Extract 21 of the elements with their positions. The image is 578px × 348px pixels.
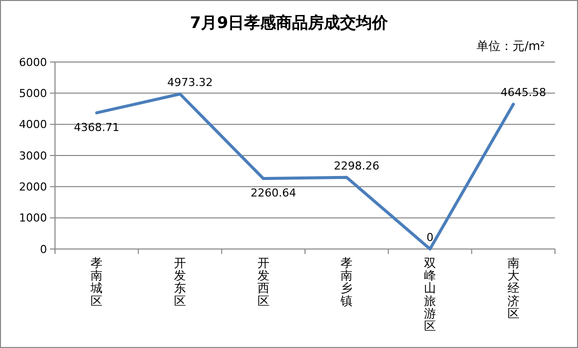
y-tick-label: 5000: [19, 87, 47, 100]
x-tick-label: 南大经济区: [507, 256, 520, 320]
y-tick-label: 2000: [19, 180, 47, 194]
data-label: 4368.71: [74, 120, 120, 134]
text: 单位：元/m²: [476, 39, 546, 53]
y-tick-label: 4000: [19, 118, 47, 132]
x-tick-label: 开发西区: [257, 256, 270, 308]
y-tick-label: 6000: [19, 56, 47, 69]
x-tick-label: 双峰山旅游区: [424, 256, 436, 333]
data-label: 0: [426, 231, 434, 244]
data-label: 2298.26: [334, 159, 380, 172]
y-tick-label: 1000: [19, 212, 47, 225]
data-label: 4973.32: [167, 76, 213, 89]
x-tick-label: 孝南乡镇: [340, 256, 353, 308]
data-label: 2260.64: [250, 186, 296, 200]
x-tick-label: 孝南城区: [90, 256, 103, 308]
y-tick-label: 3000: [19, 149, 47, 162]
data-label: 4645.58: [500, 86, 546, 100]
x-tick-label: 开发东区: [174, 256, 186, 308]
chart-title: 7月9日孝感商品房成交均价: [190, 13, 390, 32]
y-tick-label: 0: [40, 242, 47, 256]
